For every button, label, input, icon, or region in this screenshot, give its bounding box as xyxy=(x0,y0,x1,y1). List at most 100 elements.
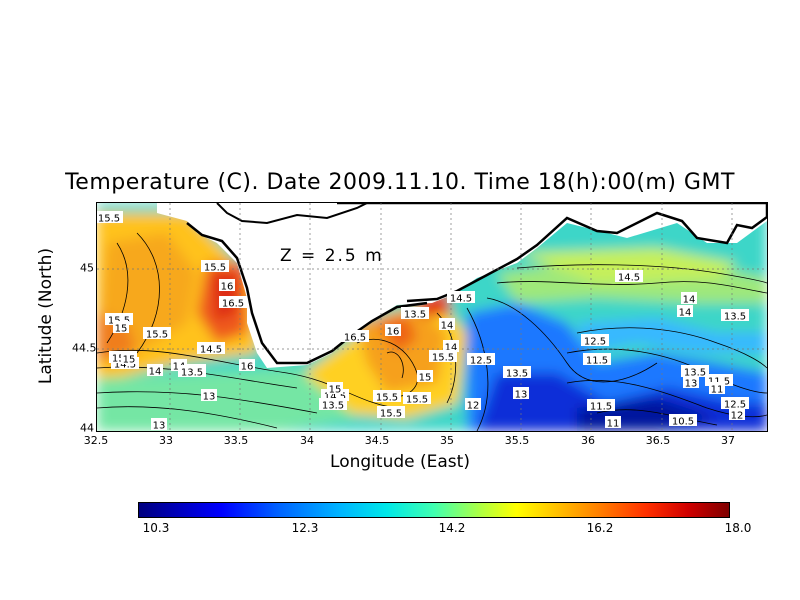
contour-label: 16.5 xyxy=(222,299,244,310)
contour-label-bg xyxy=(201,389,217,401)
contour-label: 16 xyxy=(221,282,234,293)
contour-label: 14 xyxy=(441,321,454,332)
contour-label: 11 xyxy=(607,419,620,430)
contour-label: 13 xyxy=(515,390,528,401)
x-tick-label: 34.5 xyxy=(364,434,390,447)
contour-label: 13.5 xyxy=(724,312,746,323)
contour-label: 14 xyxy=(149,367,162,378)
contour-label-bg xyxy=(429,350,457,362)
contour-label-bg xyxy=(319,398,347,410)
contour-label-bg xyxy=(729,408,745,420)
contour-label: 15.5 xyxy=(380,409,402,420)
contour-label: 15.5 xyxy=(98,214,120,225)
contour-label: 14.5 xyxy=(200,345,222,356)
contour-label: 11.5 xyxy=(586,356,608,367)
contour-label: 13.5 xyxy=(404,310,426,321)
contour-label-bg xyxy=(583,353,611,365)
contour-labels: 15.515.51616.515.515.51514.515.5161413.5… xyxy=(97,211,749,431)
contour-label: 15 xyxy=(115,324,128,335)
x-tick-label: 34 xyxy=(300,434,314,447)
x-tick-label: 36.5 xyxy=(645,434,671,447)
x-tick-label: 32.5 xyxy=(83,434,109,447)
land-mask xyxy=(157,203,767,368)
map-frame: 15.515.51616.515.515.51514.515.5161413.5… xyxy=(96,202,768,432)
colorbar-label: 10.3 xyxy=(142,521,170,535)
contour-label-bg xyxy=(341,330,369,342)
contour-label-bg xyxy=(377,406,405,418)
x-tick-label: 35 xyxy=(440,434,454,447)
contour-label-bg xyxy=(327,382,343,394)
contour-label-bg xyxy=(503,366,531,378)
y-axis-label: Latitude (North) xyxy=(36,247,56,385)
contour-label-bg xyxy=(581,334,609,346)
contour-label: 16.5 xyxy=(344,333,366,344)
contour-label-bg xyxy=(417,370,433,382)
contour-label-bg xyxy=(605,416,621,428)
contour-label-bg xyxy=(465,398,481,410)
contour-label-bg xyxy=(443,340,459,352)
contour-label-bg xyxy=(721,397,749,409)
depth-label: Z = 2.5 m xyxy=(280,246,384,266)
contour-label-bg xyxy=(721,309,749,321)
colorbar-label: 12.3 xyxy=(291,521,319,535)
contour-label-bg xyxy=(219,296,247,308)
contour-label: 12 xyxy=(731,411,744,422)
contour-label-bg xyxy=(113,321,129,333)
contour-label: 14 xyxy=(679,308,692,319)
contour-label-bg xyxy=(178,365,206,377)
contour-label-bg xyxy=(615,270,643,282)
contour-label: 15.5 xyxy=(376,393,398,404)
contour-label-bg xyxy=(403,392,431,404)
contour-label-bg xyxy=(681,365,709,377)
contour-label: 13.5 xyxy=(181,368,203,379)
contour-label: 16 xyxy=(387,327,400,338)
x-tick-label: 36 xyxy=(581,434,595,447)
contour-label: 10.5 xyxy=(672,417,694,428)
contour-label: 14.5 xyxy=(450,294,472,305)
contour-label-bg xyxy=(681,292,697,304)
colorbar xyxy=(138,502,730,518)
contour-label-bg xyxy=(121,352,137,364)
contour-label: 13.5 xyxy=(506,369,528,380)
contour-label-bg xyxy=(439,318,455,330)
temperature-map: 15.515.51616.515.515.51514.515.5161413.5… xyxy=(97,203,767,431)
contour-label: 13 xyxy=(153,421,166,432)
contour-label: 15.5 xyxy=(146,330,168,341)
colorbar-label: 14.2 xyxy=(438,521,466,535)
contour-label-bg xyxy=(677,305,693,317)
contour-label: 13 xyxy=(685,379,698,390)
contour-label-bg xyxy=(513,387,529,399)
contour-label: 16 xyxy=(241,362,254,373)
contour-label-bg xyxy=(401,307,429,319)
coastline xyxy=(337,203,767,303)
x-tick-label: 33.5 xyxy=(223,434,249,447)
contour-label-bg xyxy=(143,327,171,339)
contour-label: 11 xyxy=(711,385,724,396)
contour-label-bg xyxy=(219,279,235,291)
y-tick-label: 44 xyxy=(80,421,94,435)
x-tick-label: 37 xyxy=(721,434,735,447)
contour-label: 12.5 xyxy=(724,400,746,411)
contour-label: 14 xyxy=(683,295,696,306)
colorbar-label: 18.0 xyxy=(724,521,752,535)
contour-label-bg xyxy=(151,418,167,430)
contour-label-bg xyxy=(709,382,725,394)
contour-label: 13.5 xyxy=(322,401,344,412)
contour-label: 13.5 xyxy=(684,368,706,379)
contour-label: 15 xyxy=(329,385,342,396)
contour-label-bg xyxy=(669,414,697,426)
contour-label: 14 xyxy=(445,343,458,354)
contour-label: 15 xyxy=(419,373,432,384)
contour-label-bg xyxy=(201,260,229,272)
contour-label-bg xyxy=(97,211,123,223)
x-tick-label: 33 xyxy=(159,434,173,447)
contour-label-bg xyxy=(147,364,163,376)
x-tick-label: 35.5 xyxy=(504,434,530,447)
contour-label-bg xyxy=(197,342,225,354)
y-tick-label: 45 xyxy=(80,261,94,275)
contour-label: 12.5 xyxy=(584,337,606,348)
contour-label-bg xyxy=(385,324,401,336)
contour-label: 12 xyxy=(467,401,480,412)
contour-label: 14.5 xyxy=(618,273,640,284)
contour-label-bg xyxy=(373,390,401,402)
